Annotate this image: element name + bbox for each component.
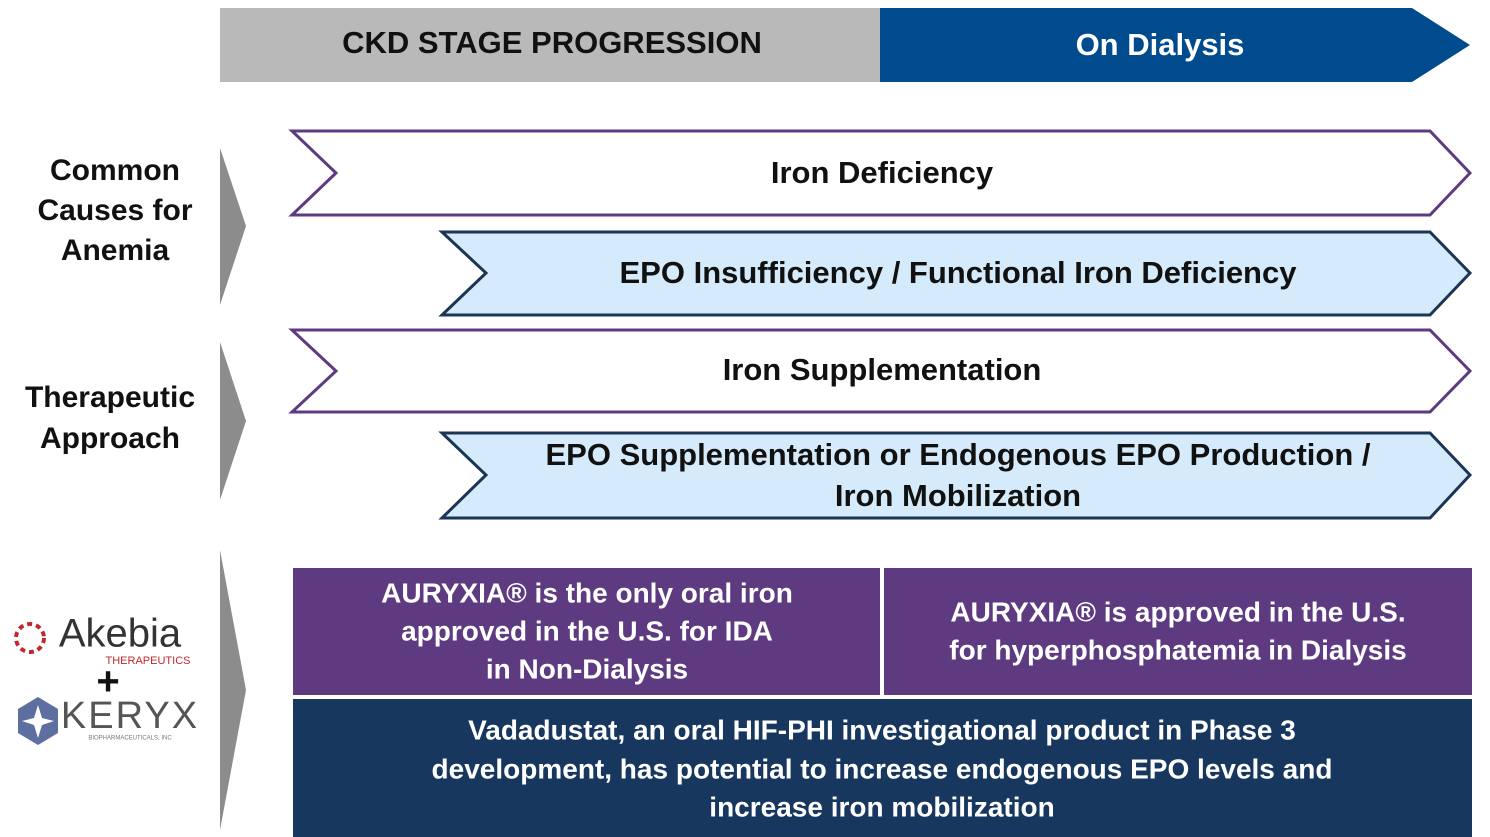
logo-subtext: BIOPHARMACEUTICALS, INC [88,736,172,742]
logo-subtext: THERAPEUTICS [106,655,191,667]
arrow [438,230,1473,317]
box [293,699,1472,837]
section-label: Anemia [61,234,170,267]
arrow-text: Iron Mobilization [835,478,1081,513]
akebia-logo: Akebia THERAPEUTICS [14,612,191,667]
box-text: development, has potential to increase e… [432,753,1333,784]
side-chevron [220,550,246,830]
box [884,568,1472,695]
arrow [288,328,1473,414]
logo-text: KERYX [61,695,199,737]
section-label: Therapeutic [25,381,195,414]
box-text: in Non-Dialysis [486,653,688,684]
section-label: Approach [40,422,180,455]
arrow-text: Iron Supplementation [723,352,1042,387]
box-text: AURYXIA® is approved in the U.S. [950,596,1405,627]
box-text: Vadadustat, an oral HIF-PHI investigatio… [468,714,1296,745]
logo-mark [14,622,46,654]
section-label: Common [50,154,180,187]
arrow-text: EPO Supplementation or Endogenous EPO Pr… [546,437,1371,472]
box [293,568,880,695]
arrow-text: Iron Deficiency [771,155,994,190]
section-label: Causes for [37,194,192,227]
box-text: AURYXIA® is the only oral iron [381,577,793,608]
keryx-logo: KERYX BIOPHARMACEUTICALS, INC [18,695,199,745]
arrow [438,431,1473,520]
side-chevron [220,148,246,305]
header-bar [220,8,882,82]
header-left: CKD STAGE PROGRESSION [342,25,762,60]
box-text: for hyperphosphatemia in Dialysis [949,634,1406,665]
box-text: increase iron mobilization [709,791,1054,822]
box-text: approved in the U.S. for IDA [401,615,773,646]
header-right: On Dialysis [1076,27,1245,62]
arrow [288,129,1473,217]
logo-text: Akebia [59,612,182,656]
dialysis-arrow [880,8,1470,82]
side-chevron [220,342,246,500]
arrow-text: EPO Insufficiency / Functional Iron Defi… [620,255,1298,290]
plus: + [96,660,119,704]
logo-mark [22,705,54,738]
